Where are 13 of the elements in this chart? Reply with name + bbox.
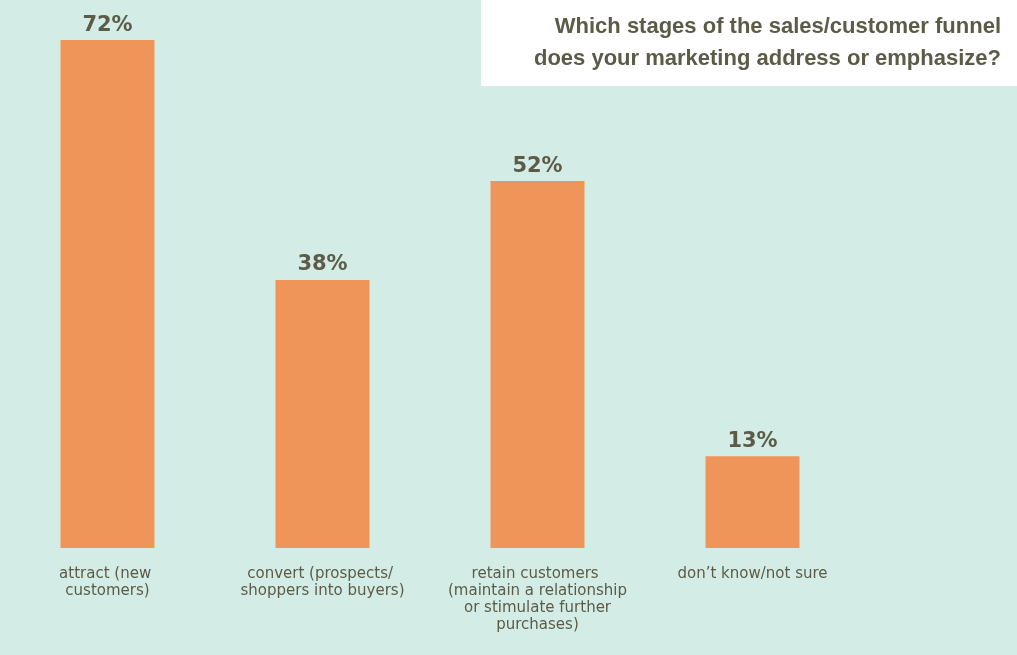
x-tick-label: convert (prospects/ shoppers into buyers) <box>240 563 405 599</box>
bar <box>275 279 370 548</box>
x-tick-label: don’t know/not sure <box>677 563 828 582</box>
bar <box>60 40 155 548</box>
x-tick-label: retain customers (maintain a relationship or stimulate further purchases) <box>448 563 627 633</box>
data-label: 13% <box>727 427 778 452</box>
bar <box>705 456 800 548</box>
data-label: 38% <box>297 251 348 276</box>
data-label: 72% <box>82 11 133 36</box>
x-tick-label: attract (new customers) <box>59 563 156 599</box>
data-label: 52% <box>512 152 563 177</box>
bar <box>490 181 585 548</box>
chart-title: Which stages of the sales/customer funnel does your marketing address or emphasize? <box>481 0 1017 86</box>
